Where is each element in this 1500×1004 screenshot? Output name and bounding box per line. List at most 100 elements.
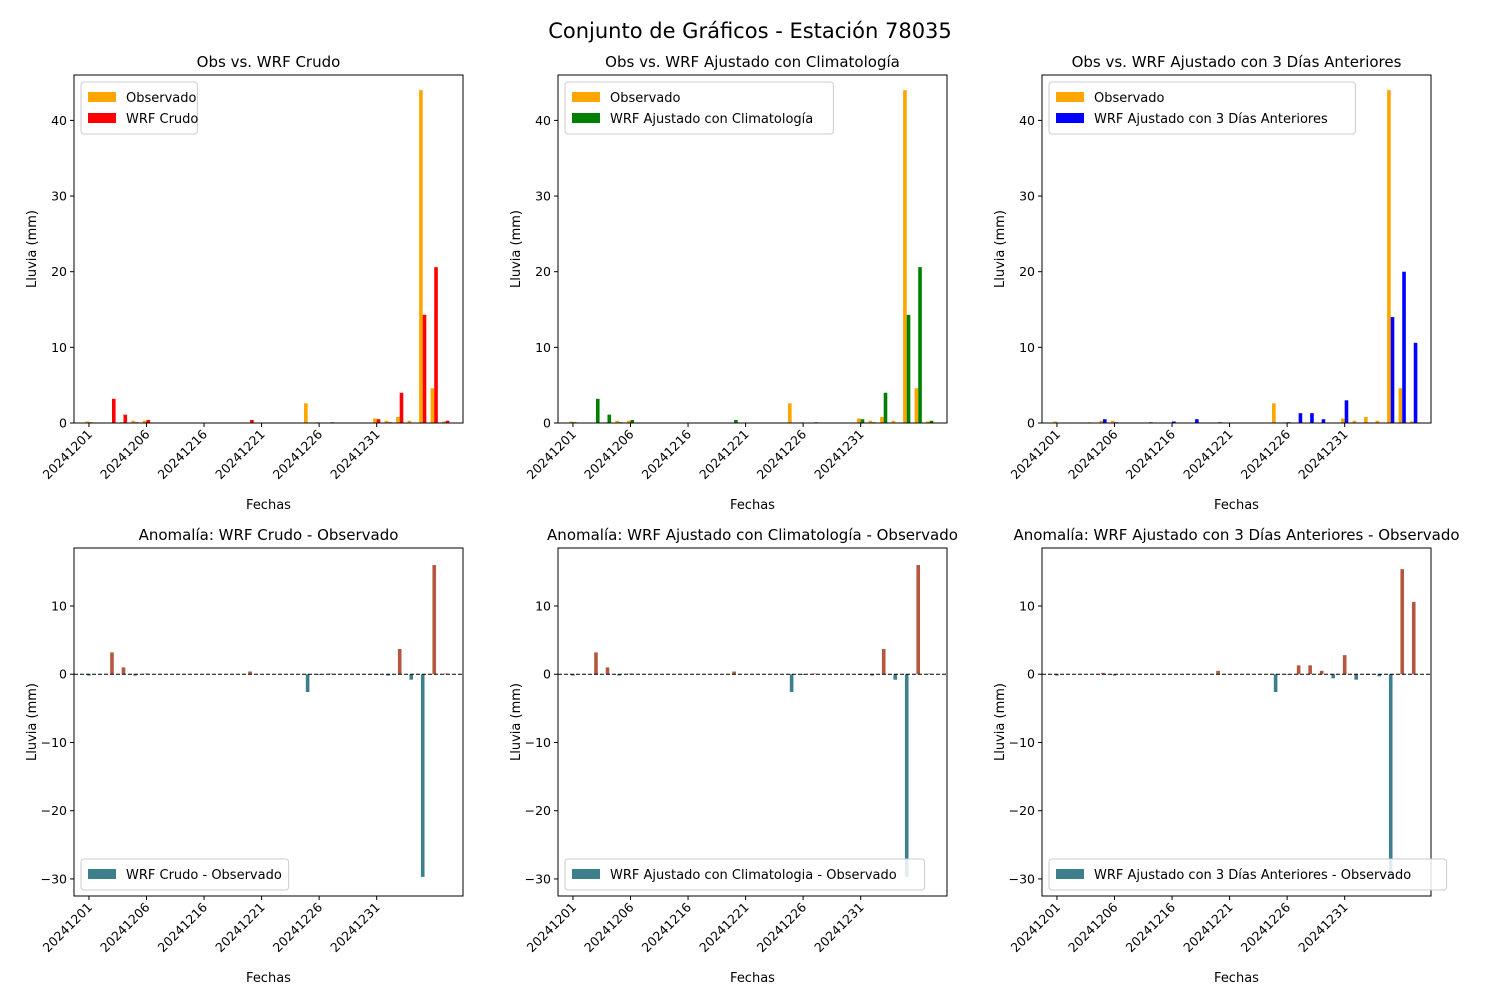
- y-tick-label: 40: [51, 113, 67, 128]
- y-tick-label: 0: [1027, 667, 1035, 682]
- y-tick-label: 0: [59, 416, 67, 431]
- bar: [1391, 317, 1395, 423]
- bar: [1354, 674, 1358, 679]
- bar: [423, 315, 427, 423]
- y-tick-label: −10: [525, 735, 551, 750]
- bar: [432, 565, 436, 674]
- bar: [915, 388, 919, 423]
- x-tick-label: 20241221: [1180, 427, 1236, 483]
- x-tick-label: 20241231: [327, 427, 383, 483]
- bar: [396, 417, 400, 423]
- bar: [1216, 671, 1220, 674]
- bar: [594, 652, 598, 674]
- y-tick-label: −30: [41, 871, 67, 886]
- chart-panel-4: Anomalía: WRF Crudo - Observado−30−20−10…: [25, 526, 463, 986]
- x-tick-label: 20241216: [1123, 899, 1179, 955]
- y-tick-label: 20: [535, 264, 551, 279]
- y-tick-label: 30: [1019, 189, 1035, 204]
- bar: [606, 667, 610, 674]
- y-tick-label: 10: [51, 340, 67, 355]
- bar: [596, 399, 600, 423]
- y-tick-label: 40: [535, 113, 551, 128]
- plot-frame: [1042, 548, 1431, 896]
- bar: [788, 403, 792, 423]
- chart-title: Anomalía: WRF Ajustado con Climatología …: [547, 526, 958, 544]
- bar: [110, 652, 114, 674]
- bar: [1402, 272, 1406, 423]
- x-tick-label: 20241231: [811, 900, 867, 956]
- y-tick-label: 0: [59, 667, 67, 682]
- y-tick-label: 30: [535, 189, 551, 204]
- legend-swatch: [88, 869, 116, 879]
- bar: [112, 399, 116, 423]
- x-tick-label: 20241231: [811, 427, 867, 483]
- bar: [373, 418, 377, 423]
- bar: [882, 649, 886, 674]
- bar: [1272, 403, 1276, 423]
- bar: [1320, 671, 1324, 674]
- chart-title: Anomalía: WRF Crudo - Observado: [139, 526, 399, 544]
- y-tick-label: 0: [1027, 416, 1035, 431]
- legend-label: WRF Ajustado con Climatologia - Observad…: [610, 868, 897, 883]
- bar: [1387, 90, 1391, 423]
- y-tick-label: 0: [543, 667, 551, 682]
- y-tick-label: 20: [1019, 264, 1035, 279]
- y-tick-label: −20: [1009, 803, 1035, 818]
- x-tick-label: 20241216: [155, 426, 211, 482]
- x-tick-label: 20241231: [327, 900, 383, 956]
- chart-panel-5: Anomalía: WRF Ajustado con Climatología …: [509, 526, 958, 986]
- y-tick-label: 10: [1019, 340, 1035, 355]
- y-tick-label: 30: [51, 189, 67, 204]
- chart-panel-6: Anomalía: WRF Ajustado con 3 Días Anteri…: [993, 526, 1460, 986]
- y-axis-label: Lluvia (mm): [25, 683, 40, 761]
- bar: [884, 393, 888, 423]
- bar: [1341, 418, 1345, 423]
- x-axis-label: Fechas: [246, 971, 291, 986]
- bar: [431, 388, 435, 423]
- x-tick-label: 20241201: [39, 900, 95, 956]
- bar: [857, 418, 861, 423]
- x-tick-label: 20241216: [639, 426, 695, 482]
- chart-title: Anomalía: WRF Ajustado con 3 Días Anteri…: [1013, 526, 1459, 544]
- bar: [1399, 388, 1403, 423]
- x-tick-label: 20241221: [696, 427, 752, 483]
- y-axis-label: Lluvia (mm): [509, 210, 524, 288]
- legend-swatch: [1056, 92, 1084, 102]
- bar: [1412, 602, 1416, 674]
- x-axis-label: Fechas: [246, 498, 291, 513]
- x-tick-label: 20241226: [754, 899, 810, 955]
- bar: [1345, 400, 1349, 423]
- bar: [419, 90, 423, 423]
- legend: WRF Ajustado con Climatologia - Observad…: [565, 859, 925, 890]
- legend-swatch: [572, 869, 600, 879]
- x-tick-label: 20241231: [1295, 427, 1351, 483]
- legend-label: Observado: [126, 91, 197, 106]
- x-tick-label: 20241226: [754, 426, 810, 482]
- y-tick-label: −20: [41, 803, 67, 818]
- x-tick-label: 20241221: [1180, 900, 1236, 956]
- chart-title: Obs vs. WRF Ajustado con 3 Días Anterior…: [1072, 53, 1402, 71]
- x-tick-label: 20241226: [1238, 426, 1294, 482]
- bar: [907, 315, 911, 423]
- chart-title: Obs vs. WRF Ajustado con Climatología: [605, 53, 900, 71]
- bar: [434, 267, 438, 423]
- chart-panel-2: Obs vs. WRF Ajustado con Climatología010…: [509, 53, 947, 513]
- y-tick-label: −10: [1009, 735, 1035, 750]
- bar: [861, 419, 865, 423]
- legend-swatch: [88, 113, 116, 123]
- y-tick-label: 20: [51, 264, 67, 279]
- bar: [122, 667, 126, 674]
- bar: [893, 674, 897, 679]
- legend: WRF Crudo - Observado: [81, 859, 289, 890]
- x-tick-label: 20241206: [97, 426, 153, 482]
- bar: [918, 267, 922, 423]
- bar: [304, 403, 308, 423]
- x-tick-label: 20241216: [1123, 426, 1179, 482]
- y-tick-label: 10: [51, 599, 67, 614]
- legend-label: Observado: [610, 91, 681, 106]
- bar: [409, 674, 413, 679]
- legend-swatch: [572, 92, 600, 102]
